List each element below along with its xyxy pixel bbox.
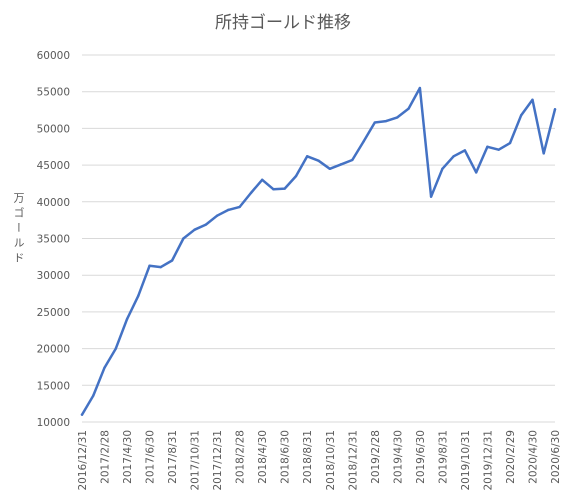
data-point: [520, 113, 523, 117]
x-tick-label: 2019/6/30: [415, 430, 427, 484]
x-tick-label: 2020/4/30: [527, 430, 539, 484]
data-point: [396, 116, 399, 119]
data-point: [463, 149, 467, 152]
y-tick-label: 25000: [37, 307, 70, 319]
data-point: [429, 195, 433, 198]
data-point: [362, 140, 365, 143]
data-point: [114, 347, 117, 350]
data-point: [227, 208, 230, 212]
x-tick-label: 2019/2/28: [370, 430, 382, 484]
data-point: [553, 108, 557, 111]
x-tick-label: 2019/8/31: [437, 430, 449, 484]
data-point: [441, 167, 444, 170]
x-tick-label: 2018/8/31: [302, 430, 314, 484]
x-tick-label: 2017/4/30: [122, 430, 134, 484]
data-point: [103, 366, 106, 369]
x-tick-label: 2017/2/28: [100, 430, 112, 484]
data-point: [351, 158, 354, 162]
y-tick-label: 20000: [37, 344, 70, 356]
y-tick-label: 10000: [37, 417, 70, 429]
x-tick-label: 2018/2/28: [235, 430, 247, 484]
data-point: [542, 152, 545, 155]
x-tick-label: 2017/6/30: [145, 430, 157, 484]
data-point: [215, 214, 219, 217]
y-tick-label: 50000: [37, 123, 70, 135]
data-point: [531, 98, 534, 101]
data-point: [125, 318, 129, 321]
y-tick-label: 15000: [37, 380, 70, 392]
y-tick-label: 60000: [37, 50, 70, 62]
data-point: [272, 188, 275, 191]
data-point: [249, 191, 253, 195]
data-point: [384, 119, 388, 123]
series-line: [80, 86, 557, 416]
x-tick-label: 2018/4/30: [257, 430, 269, 484]
data-point: [159, 265, 163, 269]
data-point: [407, 107, 410, 110]
y-tick-label: 55000: [37, 87, 70, 99]
x-tick-label: 2019/4/30: [392, 430, 404, 484]
x-tick-label: 2020/2/29: [505, 430, 517, 484]
data-point: [148, 264, 151, 267]
y-tick-label: 45000: [37, 160, 70, 172]
y-axis-label: 万ゴールド: [12, 192, 25, 267]
data-point: [204, 223, 208, 226]
x-tick-label: 2017/12/31: [212, 430, 224, 491]
y-tick-label: 30000: [37, 270, 70, 282]
x-tick-label: 2018/10/31: [325, 430, 337, 491]
x-tick-label: 2019/10/31: [460, 430, 472, 491]
data-point: [418, 86, 422, 90]
x-tick-label: 2017/8/31: [167, 430, 179, 484]
data-point: [373, 121, 377, 124]
x-tick-label: 2019/12/31: [482, 430, 494, 491]
data-point: [182, 237, 185, 240]
x-tick-label: 2020/6/30: [550, 430, 562, 484]
data-point: [260, 178, 264, 181]
data-point: [193, 228, 196, 231]
data-point: [283, 187, 286, 190]
data-point: [80, 413, 84, 416]
y-tick-label: 35000: [37, 234, 70, 246]
data-point: [294, 174, 298, 178]
data-point: [306, 155, 309, 158]
data-point: [137, 294, 140, 297]
data-point: [328, 167, 331, 170]
data-point: [339, 163, 343, 166]
x-tick-label: 2018/6/30: [280, 430, 292, 484]
data-point: [508, 141, 512, 145]
data-point: [317, 159, 320, 162]
data-point: [474, 171, 478, 174]
data-point: [452, 155, 455, 158]
data-point: [170, 259, 174, 262]
x-tick-label: 2017/10/31: [190, 430, 202, 491]
y-tick-label: 40000: [37, 197, 70, 209]
data-point: [238, 205, 241, 209]
data-point: [92, 394, 95, 397]
data-point: [486, 145, 489, 148]
x-tick-label: 2018/12/31: [347, 430, 359, 491]
x-tick-label: 2016/12/31: [77, 430, 89, 491]
chart-title: 所持ゴールド推移: [215, 13, 351, 33]
data-point: [497, 148, 500, 151]
